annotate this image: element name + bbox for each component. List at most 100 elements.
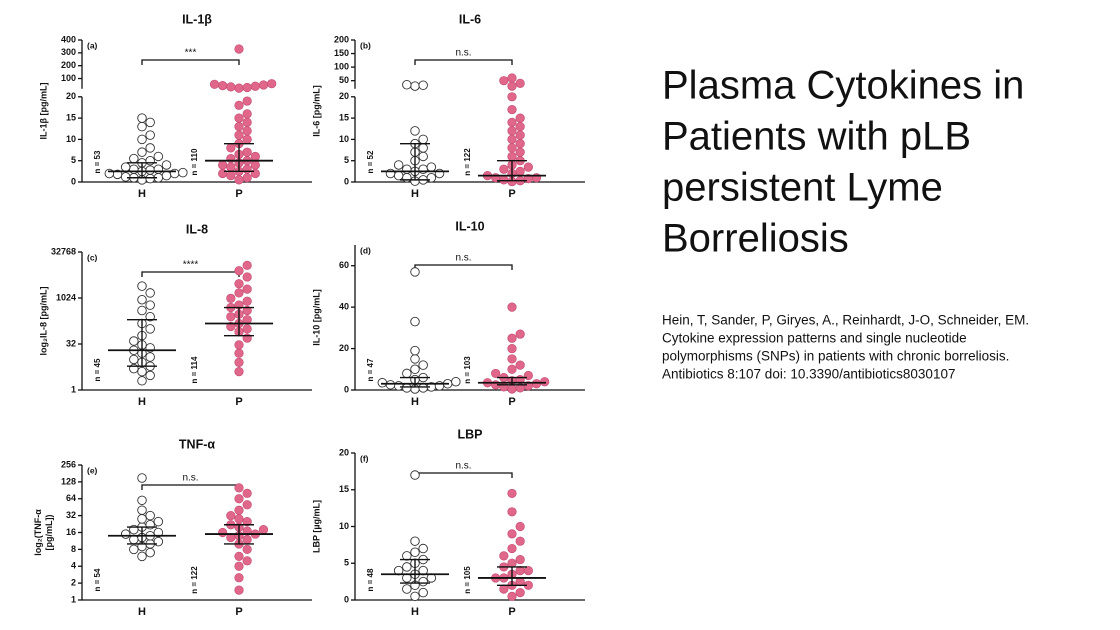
data-point	[515, 166, 525, 176]
data-point	[242, 134, 252, 144]
data-point	[218, 527, 228, 538]
data-point	[145, 117, 155, 128]
data-point	[410, 316, 420, 327]
y-tick-label: 10	[339, 521, 349, 531]
data-point	[393, 160, 404, 170]
data-point	[410, 547, 420, 557]
data-point	[499, 382, 509, 392]
slide-title: persistent Lyme	[662, 166, 943, 210]
y-tick-label: 300	[61, 47, 76, 57]
data-point	[418, 576, 428, 587]
data-point	[129, 336, 139, 346]
data-point	[507, 333, 517, 343]
x-tick-label: P	[235, 188, 242, 200]
data-point	[507, 117, 517, 127]
significance-label: n.s.	[455, 253, 471, 264]
y-axis-label: log₂IL-8 [pg/mL]	[38, 287, 48, 356]
data-point	[418, 151, 428, 162]
data-point	[226, 511, 236, 521]
data-point	[267, 79, 277, 89]
y-tick-label: 5	[344, 155, 349, 165]
n-label: n = 54	[93, 568, 102, 591]
n-label: n = 105	[463, 566, 472, 594]
citation: polymorphisms (SNPs) in patients with ch…	[662, 349, 1009, 364]
y-tick-label: 1	[71, 594, 76, 604]
data-point	[209, 79, 220, 89]
data-point	[234, 505, 244, 515]
data-point	[515, 122, 525, 132]
significance-label: n.s.	[455, 48, 471, 59]
data-point	[234, 288, 244, 298]
x-tick-label: P	[508, 188, 515, 200]
y-tick-label: 20	[339, 91, 349, 101]
data-point	[258, 525, 269, 535]
y-tick-label: 5	[71, 155, 76, 165]
data-point	[226, 82, 236, 92]
data-point	[242, 488, 252, 498]
data-point	[145, 510, 155, 521]
data-point	[137, 281, 147, 291]
data-point	[226, 171, 236, 181]
data-point	[218, 168, 228, 179]
panel-label: (e)	[87, 465, 98, 475]
data-point	[523, 370, 533, 381]
data-point	[161, 170, 172, 181]
significance-label: ****	[183, 260, 199, 271]
data-point	[507, 81, 517, 91]
data-point	[153, 516, 164, 527]
data-point	[250, 81, 260, 91]
y-tick-label: 50	[339, 75, 349, 85]
data-point	[226, 293, 236, 303]
n-label: n = 122	[463, 148, 472, 176]
y-tick-label: 1	[71, 384, 76, 394]
data-point	[402, 584, 412, 594]
chart-title: IL-8	[186, 222, 208, 236]
data-point	[385, 380, 396, 390]
n-label: n = 122	[190, 566, 199, 594]
data-point	[137, 134, 147, 145]
data-point	[451, 376, 461, 387]
n-label: n = 45	[93, 358, 102, 381]
data-point	[258, 80, 269, 90]
data-point	[507, 302, 517, 312]
data-point	[145, 311, 155, 322]
data-point	[515, 588, 525, 598]
data-point	[242, 284, 252, 294]
data-point	[145, 370, 155, 381]
data-point	[137, 473, 147, 483]
data-point	[418, 143, 428, 153]
data-point	[515, 113, 525, 123]
data-point	[242, 96, 252, 106]
data-point	[418, 383, 428, 393]
data-point	[250, 168, 260, 179]
data-point	[137, 495, 147, 506]
data-point	[507, 126, 517, 136]
data-point	[410, 354, 420, 364]
y-tick-label: 32768	[51, 246, 76, 256]
data-point	[218, 80, 228, 91]
data-point	[234, 585, 244, 595]
x-tick-label: P	[508, 396, 515, 408]
data-point	[507, 151, 517, 162]
y-tick-label: 0	[344, 176, 349, 186]
significance-bracket	[141, 59, 240, 65]
data-point	[234, 483, 244, 493]
data-point	[145, 352, 155, 362]
y-tick-label: 16	[66, 527, 76, 537]
slide-title: Patients with pLB	[662, 115, 971, 159]
data-point	[161, 160, 172, 170]
data-point	[120, 162, 131, 172]
data-point	[410, 536, 420, 546]
y-tick-label: 200	[61, 60, 76, 70]
significance-bracket	[414, 59, 513, 65]
data-point	[234, 340, 244, 350]
data-point	[153, 527, 164, 538]
data-point	[129, 354, 139, 365]
citation: Antibiotics 8:107 doi: 10.3390/antibioti…	[662, 367, 955, 382]
data-point	[515, 78, 525, 88]
y-tick-label: 10	[339, 134, 349, 144]
data-point	[250, 151, 260, 162]
data-point	[137, 366, 147, 377]
data-point	[242, 500, 252, 510]
x-tick-label: P	[508, 606, 515, 618]
